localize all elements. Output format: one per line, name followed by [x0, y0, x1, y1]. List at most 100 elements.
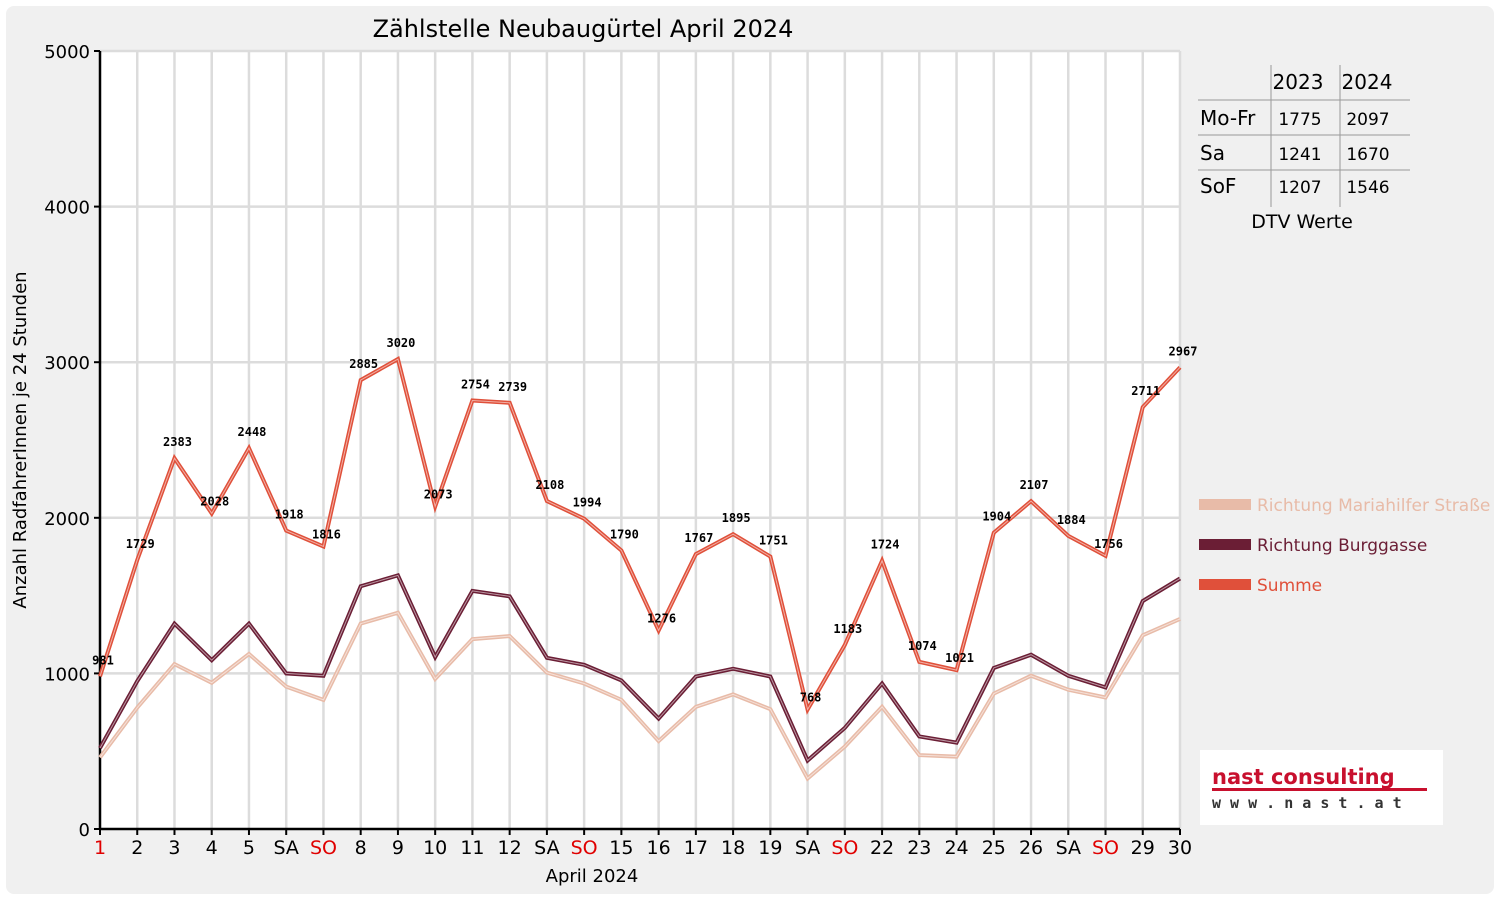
chart-title: Zählstelle Neubaugürtel April 2024	[373, 15, 794, 43]
data-label: 1767	[684, 531, 713, 545]
series-line-highlight-0	[99, 612, 1181, 780]
logo-url: w w w . n a s t . a t	[1212, 794, 1402, 812]
y-tick-label: 3000	[44, 353, 90, 374]
data-label: 1183	[833, 622, 862, 636]
legend-label-0: Richtung Mariahilfer Straße	[1257, 496, 1490, 516]
x-tick-label: 26	[1019, 837, 1043, 859]
data-label: 2448	[238, 425, 267, 439]
dtv-cell-sa-2023: 1241	[1278, 145, 1321, 165]
legend: Richtung Mariahilfer Straße Richtung Burg…	[1199, 496, 1490, 596]
data-label: 1884	[1057, 513, 1086, 527]
x-tick-label: 18	[721, 837, 745, 859]
x-tick-label: 3	[168, 837, 180, 859]
grid	[100, 49, 1182, 829]
data-label: 2383	[163, 435, 192, 449]
data-label: 2967	[1169, 344, 1198, 358]
x-tick-label: 2	[131, 837, 143, 859]
data-label: 1918	[275, 508, 304, 522]
nast-logo: nast consulting w w w . n a s t . a t	[1212, 765, 1427, 812]
x-tick-label: 19	[758, 837, 782, 859]
series-line-highlight-2	[99, 358, 1181, 711]
dtv-cell-mofr-2024: 2097	[1346, 110, 1389, 130]
y-tick-label: 5000	[44, 42, 90, 63]
x-tick-label: SA	[1056, 837, 1081, 859]
data-label: 1790	[610, 527, 639, 541]
x-tick-label: 25	[982, 837, 1006, 859]
x-tick-label: SO	[310, 837, 337, 859]
x-tick-label: SA	[795, 837, 820, 859]
x-tick-label: 17	[684, 837, 708, 859]
dtv-row-label-sof: SoF	[1200, 174, 1236, 198]
x-tick-label: SO	[831, 837, 858, 859]
data-label: 2028	[200, 494, 229, 508]
y-tick-label: 1000	[44, 664, 90, 685]
dtv-cell-mofr-2023: 1775	[1278, 110, 1321, 130]
x-tick-label: SO	[1092, 837, 1119, 859]
x-tick-label: 4	[206, 837, 218, 859]
data-label: 1816	[312, 527, 341, 541]
data-label: 1729	[126, 537, 155, 551]
y-tick-label: 4000	[44, 198, 90, 219]
data-label: 3020	[386, 336, 415, 350]
data-label: 1904	[982, 510, 1011, 524]
data-label: 1756	[1094, 537, 1123, 551]
data-label: 2107	[1020, 478, 1049, 492]
data-label: 768	[800, 690, 822, 704]
x-tick-label: 5	[243, 837, 255, 859]
x-tick-label: SA	[273, 837, 298, 859]
logo-box: nast consulting w w w . n a s t . a t	[1200, 750, 1443, 825]
dtv-caption: DTV Werte	[1251, 211, 1353, 233]
series-lines	[98, 356, 1182, 782]
x-tick-label: 8	[355, 837, 367, 859]
data-label: 1895	[722, 511, 751, 525]
dtv-cell-sof-2023: 1207	[1278, 178, 1321, 198]
x-tick-label: 15	[609, 837, 633, 859]
data-label: 2739	[498, 380, 527, 394]
x-tick-label: SA	[534, 837, 559, 859]
data-label: 2108	[535, 478, 564, 492]
dtv-cell-sof-2024: 1546	[1346, 178, 1389, 198]
data-label: 981	[92, 653, 114, 667]
x-tick-label: 23	[907, 837, 931, 859]
data-labels: 981 1729 2383 2028 2448 1918 1816 2885 3020 2073 2…	[92, 336, 1197, 704]
data-label: 1021	[945, 651, 974, 665]
data-label: 1724	[871, 538, 900, 552]
dtv-row-label-sa: Sa	[1200, 141, 1225, 165]
y-tick-label: 2000	[44, 509, 90, 530]
legend-swatch-2	[1199, 579, 1251, 590]
x-tick-label: 24	[944, 837, 968, 859]
legend-swatch-0	[1199, 499, 1251, 510]
x-tick-label: 11	[460, 837, 484, 859]
data-label: 1751	[759, 534, 788, 548]
x-tick-label: 10	[423, 837, 447, 859]
legend-label-1: Richtung Burggasse	[1257, 536, 1427, 556]
data-label: 1276	[647, 611, 676, 625]
dtv-row-label-mofr: Mo-Fr	[1200, 106, 1256, 130]
x-tick-label: 29	[1131, 837, 1155, 859]
plot-area	[100, 51, 1180, 829]
data-label: 2885	[349, 357, 378, 371]
data-label: 1994	[573, 496, 602, 510]
logo-name: nast consulting	[1212, 765, 1395, 789]
x-tick-label: 16	[647, 837, 671, 859]
dtv-header-2024: 2024	[1342, 70, 1393, 94]
legend-swatch-1	[1199, 539, 1251, 550]
legend-label-2: Summe	[1257, 576, 1322, 596]
logo-rule	[1212, 788, 1427, 791]
x-axis-label: April 2024	[546, 866, 639, 887]
x-tick-label: SO	[571, 837, 598, 859]
y-tick-label: 0	[79, 820, 90, 841]
data-label: 2754	[461, 377, 490, 391]
x-tick-label: 22	[870, 837, 894, 859]
x-tick-label: 9	[392, 837, 404, 859]
x-tick-label: 30	[1168, 837, 1192, 859]
dtv-table: 2023 2024 Mo-Fr 1775 2097 Sa 1241 1670 S…	[1198, 65, 1410, 233]
data-label: 1074	[908, 639, 937, 653]
data-label: 2073	[424, 487, 453, 501]
data-label: 2711	[1131, 384, 1160, 398]
dtv-cell-sa-2024: 1670	[1346, 145, 1389, 165]
x-tick-label: 1	[94, 837, 106, 859]
dtv-header-2023: 2023	[1273, 70, 1324, 94]
